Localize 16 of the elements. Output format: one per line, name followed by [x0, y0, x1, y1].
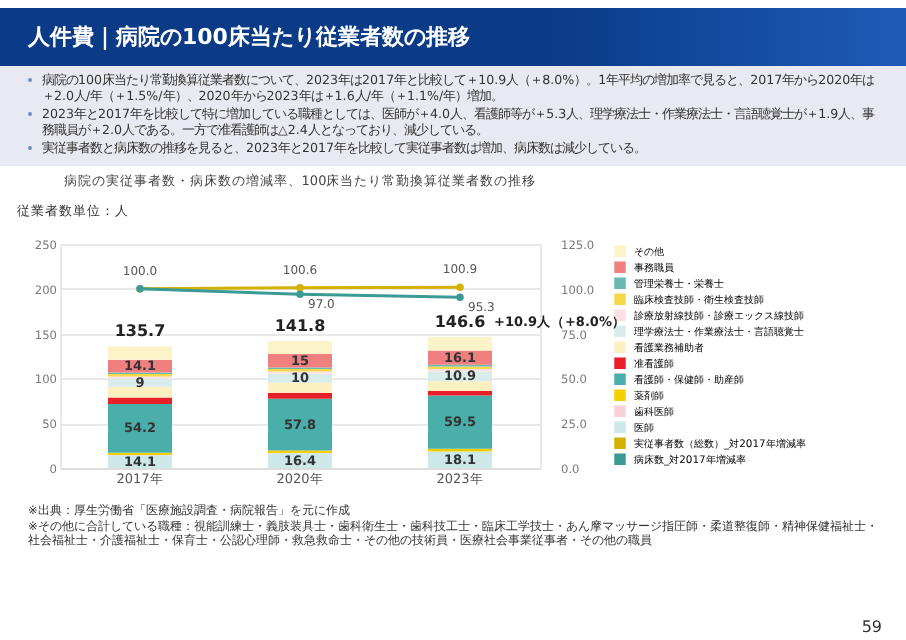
- bar: [428, 381, 492, 391]
- bar: [268, 340, 332, 354]
- total-label: 146.6: [434, 312, 487, 331]
- bar: [108, 404, 172, 453]
- total-label: 135.7: [114, 322, 166, 341]
- total-label: 141.8: [274, 316, 327, 335]
- chart-title: 人件費｜病院の100床当たり従業者数の推移: [0, 8, 906, 66]
- bar: [268, 398, 332, 451]
- bar: [108, 397, 172, 405]
- bar: [268, 382, 332, 394]
- bar: [268, 393, 332, 399]
- bar: [428, 336, 492, 351]
- bar: [108, 346, 172, 360]
- bar: [108, 386, 172, 398]
- bar: [428, 395, 492, 449]
- text: 59: [861, 618, 882, 636]
